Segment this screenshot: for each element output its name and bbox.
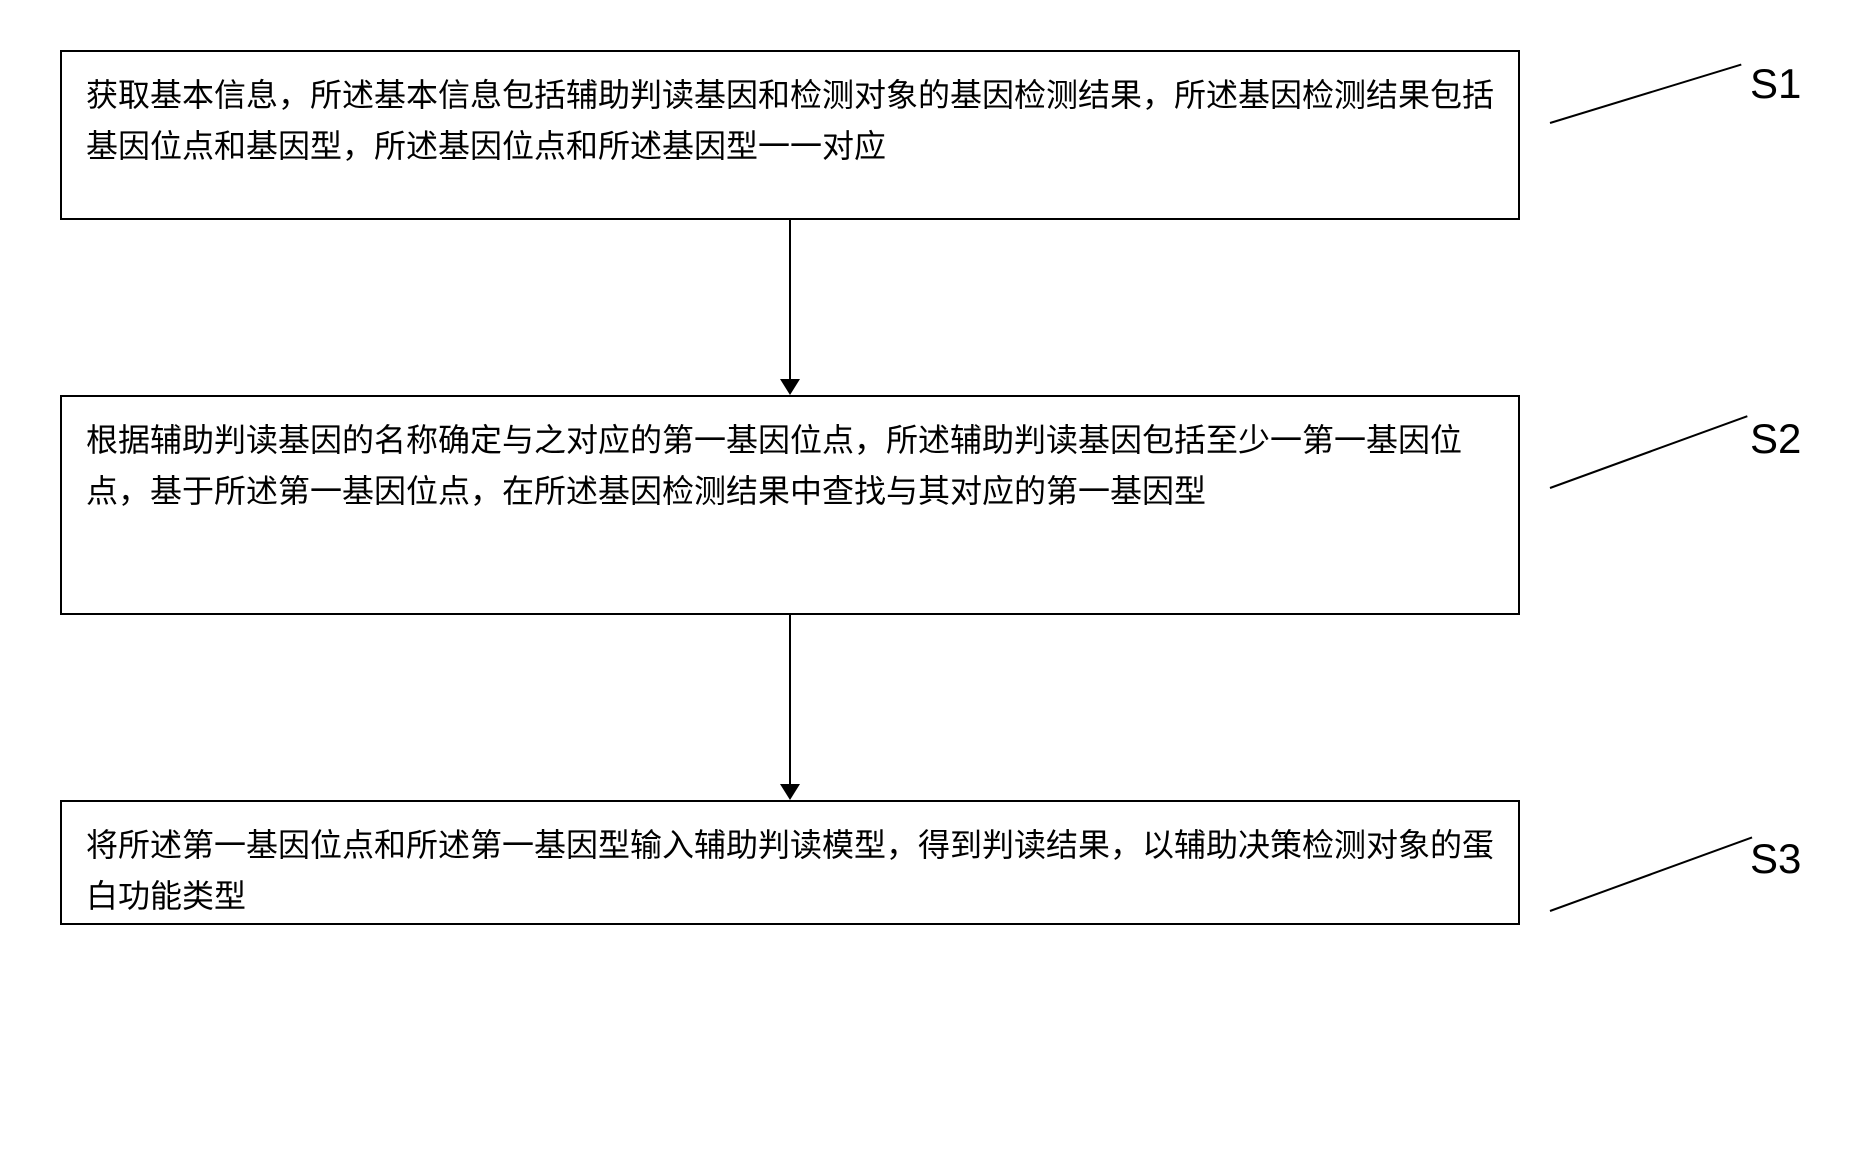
- flow-step-s2: 根据辅助判读基因的名称确定与之对应的第一基因位点，所述辅助判读基因包括至少一第一…: [60, 395, 1520, 615]
- connector-line-s1: [1550, 64, 1742, 124]
- flow-step-s1-text: 获取基本信息，所述基本信息包括辅助判读基因和检测对象的基因检测结果，所述基因检测…: [86, 70, 1494, 172]
- flow-step-s3: 将所述第一基因位点和所述第一基因型输入辅助判读模型，得到判读结果，以辅助决策检测…: [60, 800, 1520, 925]
- connector-line-s3: [1550, 837, 1753, 912]
- arrow-s2-s3: [60, 615, 1520, 800]
- flow-step-s3-text: 将所述第一基因位点和所述第一基因型输入辅助判读模型，得到判读结果，以辅助决策检测…: [86, 820, 1494, 922]
- flow-step-s1: 获取基本信息，所述基本信息包括辅助判读基因和检测对象的基因检测结果，所述基因检测…: [60, 50, 1520, 220]
- flow-step-s2-text: 根据辅助判读基因的名称确定与之对应的第一基因位点，所述辅助判读基因包括至少一第一…: [86, 415, 1494, 517]
- connector-line-s2: [1550, 415, 1748, 489]
- step-label-s1: S1: [1750, 60, 1801, 108]
- flowchart-container: 获取基本信息，所述基本信息包括辅助判读基因和检测对象的基因检测结果，所述基因检测…: [60, 50, 1810, 925]
- arrow-s1-s2: [60, 220, 1520, 395]
- step-label-s3: S3: [1750, 835, 1801, 883]
- step-label-s2: S2: [1750, 415, 1801, 463]
